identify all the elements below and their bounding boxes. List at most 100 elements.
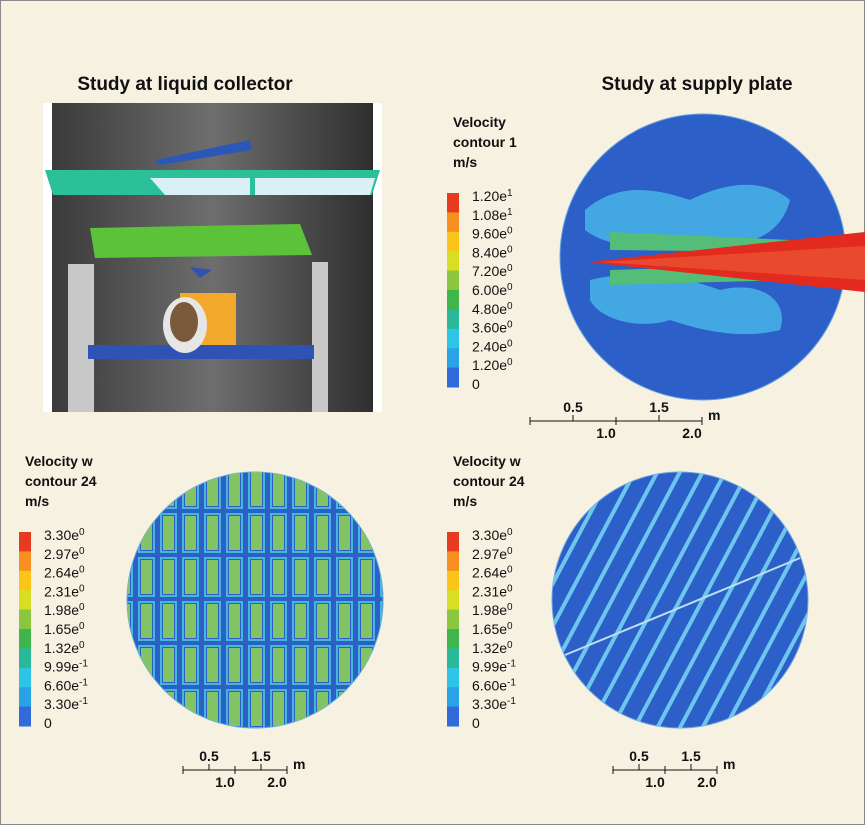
color-band (19, 668, 31, 688)
label-exponent: 0 (79, 545, 85, 556)
legend-label: 1.65e0 (472, 621, 513, 638)
legend-title: Velocity w (453, 453, 521, 469)
page: {"titles": {"left": "Study at liquid col… (0, 0, 865, 825)
label-exponent: 0 (79, 527, 85, 538)
label-base: 9.99e (472, 659, 507, 675)
legend-label: 3.30e0 (44, 527, 85, 544)
legend-label: 1.20e0 (472, 357, 513, 374)
color-band (447, 193, 459, 213)
legend-title: Velocity w (25, 453, 93, 469)
label-base: 3.60e (472, 320, 507, 336)
legend-label: 7.20e0 (472, 263, 513, 280)
label-base: 0 (472, 376, 480, 392)
label-base: 0 (472, 715, 480, 731)
label-exponent: 0 (507, 639, 513, 650)
label-exponent: 0 (507, 545, 513, 556)
label-base: 3.30e (472, 696, 507, 712)
label-exponent: 0 (507, 564, 513, 575)
color-band (447, 571, 459, 591)
panel-title: Study at supply plate (601, 74, 792, 95)
label-base: 1.08e (472, 207, 507, 223)
legend-label: 0 (472, 376, 480, 392)
label-exponent: -1 (507, 658, 516, 669)
color-band (19, 629, 31, 649)
label-exponent: 0 (507, 527, 513, 538)
legend-title: Velocity (453, 114, 506, 130)
legend-label: 3.30e0 (472, 527, 513, 544)
color-band (447, 610, 459, 630)
label-exponent: 1 (507, 188, 513, 199)
panel-title: Study at liquid collector (77, 74, 293, 95)
color-band (447, 271, 459, 291)
label-base: 1.65e (472, 621, 507, 637)
legend-title: contour 24 (25, 473, 97, 489)
legend-label: 2.64e0 (472, 564, 513, 581)
scale-unit: m (708, 407, 720, 423)
color-band (447, 309, 459, 329)
legend-title: m/s (25, 493, 49, 509)
color-band (447, 348, 459, 368)
label-exponent: 0 (79, 564, 85, 575)
scale-label: 0.5 (199, 748, 219, 764)
label-base: 2.31e (44, 583, 79, 599)
legend-label: 2.64e0 (44, 564, 85, 581)
label-exponent: -1 (507, 696, 516, 707)
label-exponent: 0 (79, 583, 85, 594)
legend-label: 1.98e0 (44, 602, 85, 619)
legend-title: m/s (453, 493, 477, 509)
color-band (447, 551, 459, 571)
scale-label: 1.0 (215, 774, 235, 790)
scale-label: 0.5 (629, 748, 649, 764)
legend-label: 1.20e1 (472, 188, 513, 205)
color-band (447, 590, 459, 610)
color-band (19, 532, 31, 552)
legend-label: 1.32e0 (44, 639, 85, 656)
label-base: 4.80e (472, 301, 507, 317)
color-band (447, 232, 459, 252)
color-band (447, 290, 459, 310)
scale-unit: m (293, 756, 305, 772)
scale-label: 2.0 (682, 425, 702, 441)
label-exponent: 0 (507, 357, 513, 368)
label-base: 2.64e (44, 565, 79, 581)
legend-label: 1.98e0 (472, 602, 513, 619)
label-base: 9.99e (44, 659, 79, 675)
label-base: 6.60e (472, 677, 507, 693)
color-band (447, 251, 459, 271)
label-exponent: 0 (507, 338, 513, 349)
color-band (19, 687, 31, 707)
label-exponent: 0 (507, 300, 513, 311)
legend-title: m/s (453, 154, 477, 170)
color-band (447, 212, 459, 232)
legend-label: 4.80e0 (472, 300, 513, 317)
label-base: 0 (44, 715, 52, 731)
color-band (447, 648, 459, 668)
color-band (19, 551, 31, 571)
legend-label: 1.32e0 (472, 639, 513, 656)
legend-title: contour 1 (453, 134, 517, 150)
scale-label: 2.0 (697, 774, 717, 790)
figure: Study at liquid collector Study at suppl… (0, 0, 865, 825)
color-band (447, 532, 459, 552)
label-base: 2.40e (472, 338, 507, 354)
label-exponent: 0 (507, 602, 513, 613)
scale-label: 1.5 (649, 399, 669, 415)
label-exponent: 0 (79, 639, 85, 650)
label-base: 8.40e (472, 244, 507, 260)
color-band (447, 629, 459, 649)
color-band (447, 687, 459, 707)
label-base: 1.98e (44, 602, 79, 618)
legend-label: 3.60e0 (472, 319, 513, 336)
label-base: 1.20e (472, 357, 507, 373)
label-exponent: -1 (507, 677, 516, 688)
legend-label: 2.31e0 (44, 583, 85, 600)
legend-label: 0 (472, 715, 480, 731)
label-base: 2.97e (472, 546, 507, 562)
color-band (19, 707, 31, 727)
label-exponent: 0 (507, 263, 513, 274)
label-exponent: 0 (507, 621, 513, 632)
label-exponent: 1 (507, 206, 513, 217)
legend-label: 8.40e0 (472, 244, 513, 261)
label-base: 6.00e (472, 282, 507, 298)
color-band (447, 668, 459, 688)
